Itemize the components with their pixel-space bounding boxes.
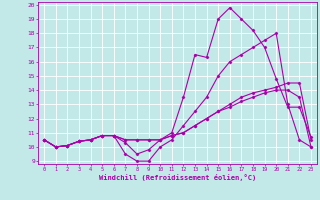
X-axis label: Windchill (Refroidissement éolien,°C): Windchill (Refroidissement éolien,°C) xyxy=(99,174,256,181)
